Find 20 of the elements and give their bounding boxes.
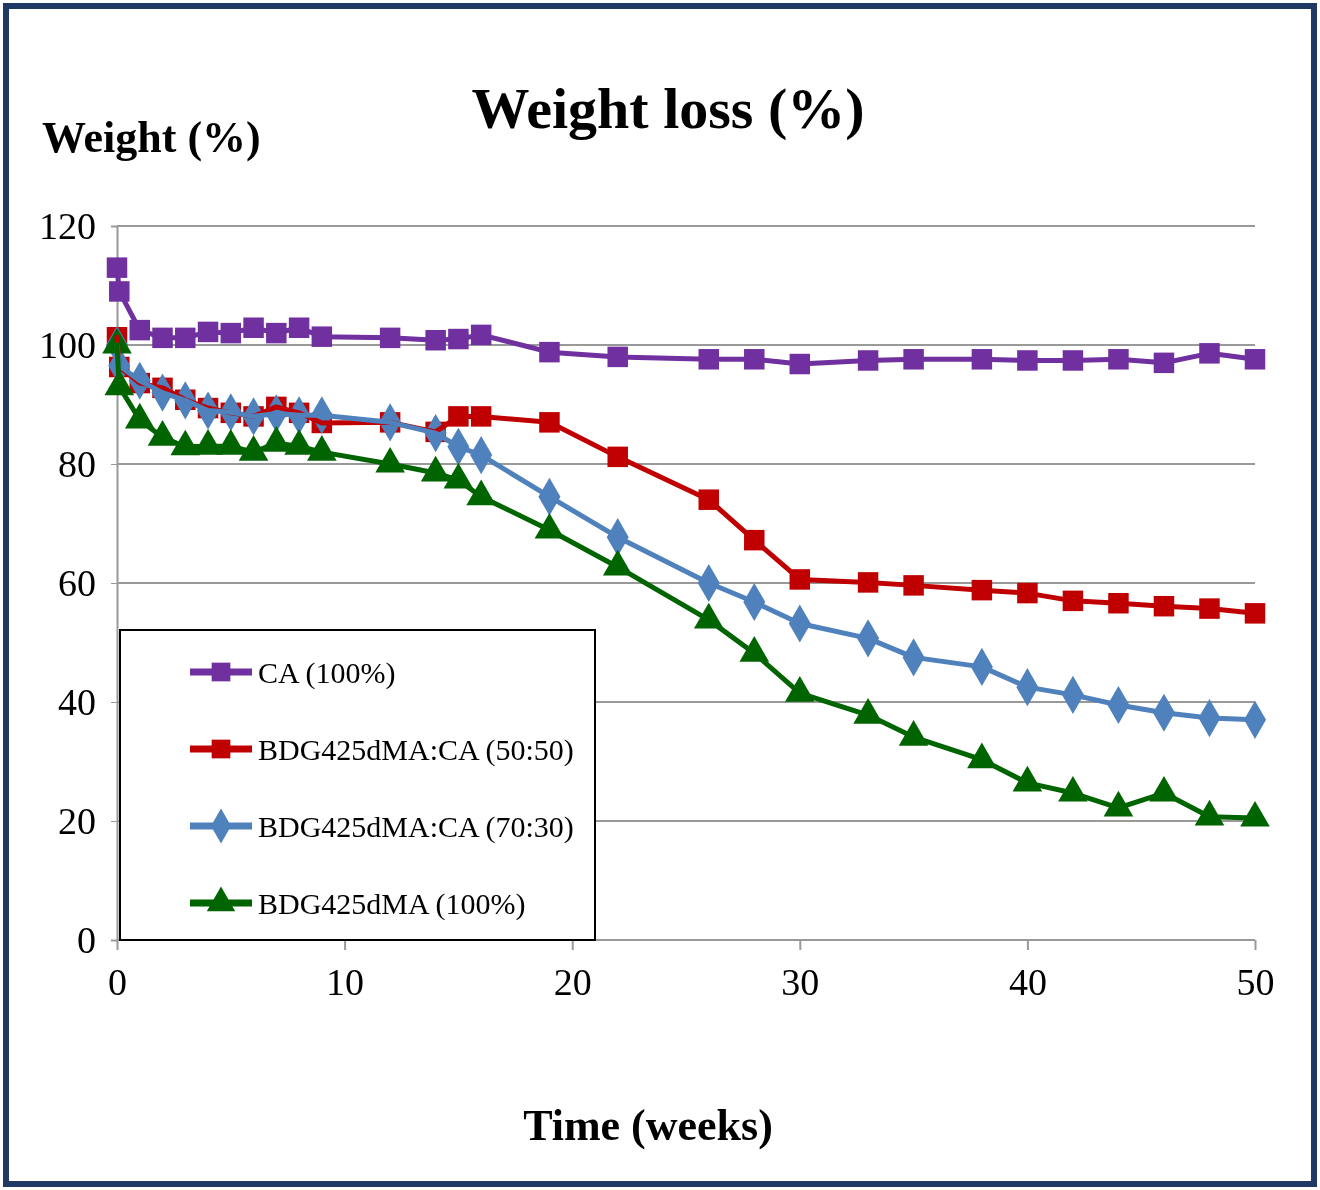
- x-tick-label: 0: [108, 961, 127, 1003]
- chart-title: Weight loss (%): [471, 76, 865, 141]
- y-tick-label: 60: [58, 561, 96, 604]
- legend-label: BDG425dMA:CA (70:30): [258, 810, 574, 844]
- x-tick-label: 30: [781, 961, 820, 1003]
- x-tick-label: 10: [326, 961, 365, 1003]
- x-tick-label: 50: [1236, 961, 1275, 1003]
- y-tick-label: 120: [39, 204, 96, 247]
- y-tick-label: 100: [39, 323, 96, 366]
- y-tick-label: 40: [58, 680, 96, 723]
- x-tick-label: 20: [553, 961, 592, 1003]
- x-tick-label: 40: [1008, 961, 1047, 1003]
- legend-label: BDG425dMA (100%): [258, 887, 526, 921]
- y-tick-label: 20: [58, 799, 96, 842]
- legend-label: CA (100%): [258, 656, 396, 690]
- y-axis-title: Weight (%): [42, 113, 261, 162]
- y-tick-label: 0: [77, 918, 96, 961]
- x-axis-title: Time (weeks): [523, 1101, 773, 1150]
- y-tick-label: 80: [58, 442, 96, 485]
- legend-label: BDG425dMA:CA (50:50): [258, 733, 574, 767]
